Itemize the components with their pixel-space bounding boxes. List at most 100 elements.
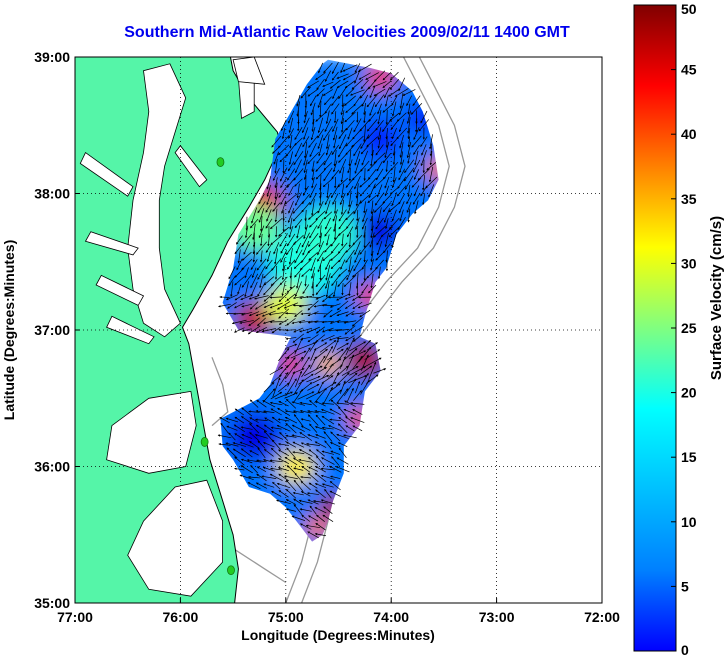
velocity-arrow — [254, 434, 268, 439]
velocity-arrow — [329, 418, 342, 422]
velocity-arrow — [311, 177, 315, 189]
velocity-arrow — [332, 118, 339, 132]
velocity-arrow — [285, 434, 297, 438]
velocity-arrow — [339, 356, 346, 370]
velocity-arrow — [240, 426, 253, 430]
velocity-arrow — [324, 273, 331, 289]
velocity-arrow — [311, 273, 315, 289]
velocity-arrow — [324, 243, 332, 253]
velocity-arrow — [370, 200, 374, 215]
velocity-arrow — [240, 465, 253, 474]
velocity-arrow — [360, 372, 369, 386]
velocity-arrow — [255, 482, 268, 489]
velocity-arrow — [330, 450, 341, 455]
velocity-arrow — [315, 522, 326, 531]
velocity-arrow — [332, 339, 339, 353]
velocity-arrow — [354, 249, 361, 263]
velocity-arrow — [350, 89, 365, 96]
velocity-arrow — [428, 166, 434, 183]
velocity-arrow — [344, 95, 357, 106]
velocity-arrow — [346, 226, 354, 238]
velocity-arrow — [385, 109, 389, 125]
velocity-arrow — [328, 389, 343, 402]
velocity-arrow — [336, 433, 349, 439]
velocity-arrow — [376, 241, 383, 256]
velocity-arrow — [274, 391, 293, 400]
velocity-arrow — [278, 442, 289, 446]
velocity-arrow — [225, 417, 239, 423]
velocity-arrow — [407, 184, 411, 198]
velocity-arrow — [308, 456, 319, 466]
velocity-arrow — [356, 225, 359, 239]
velocity-arrow — [368, 112, 376, 122]
velocity-arrow — [277, 301, 291, 310]
velocity-arrow — [269, 366, 284, 376]
velocity-arrow — [370, 258, 374, 271]
velocity-arrow — [313, 303, 328, 308]
velocity-arrow — [270, 467, 283, 471]
velocity-arrow — [270, 447, 282, 458]
velocity-arrow — [324, 488, 332, 499]
velocity-arrow — [345, 104, 355, 113]
velocity-arrow — [373, 88, 386, 97]
velocity-arrow — [284, 392, 298, 399]
velocity-arrow — [225, 294, 238, 301]
colorbar-tick-label: 15 — [681, 449, 697, 465]
velocity-arrow — [363, 102, 366, 116]
velocity-arrow — [322, 363, 334, 379]
x-axis-ticks: 77:00 76:00 75:00 74:00 73:00 72:00 — [57, 598, 620, 625]
velocity-arrow — [322, 81, 334, 87]
velocity-arrow — [350, 402, 365, 405]
velocity-arrow — [306, 375, 321, 383]
velocity-arrow — [256, 258, 267, 271]
velocity-arrow — [307, 320, 319, 324]
velocity-arrow — [352, 293, 363, 301]
velocity-arrow — [404, 175, 414, 190]
velocity-arrow — [301, 465, 311, 473]
radar-station-marker — [227, 565, 235, 576]
velocity-arrow — [359, 309, 371, 318]
velocity-arrow — [307, 414, 319, 426]
velocity-arrow — [276, 482, 291, 489]
velocity-arrow — [384, 87, 390, 99]
velocity-arrow — [244, 281, 249, 298]
velocity-arrow — [369, 87, 375, 99]
velocity-arrow — [249, 417, 259, 423]
velocity-arrow — [262, 400, 276, 408]
velocity-arrow — [230, 281, 234, 298]
velocity-arrow — [299, 327, 313, 333]
velocity-arrow — [285, 441, 297, 448]
velocity-arrow — [332, 86, 339, 100]
velocity-arrow — [290, 350, 307, 359]
velocity-arrow — [276, 425, 291, 432]
velocity-arrow — [299, 401, 312, 406]
velocity-arrow — [324, 440, 332, 449]
velocity-arrow — [314, 342, 328, 351]
velocity-arrow — [250, 281, 258, 297]
velocity-arrow — [300, 475, 312, 479]
velocity-arrow — [234, 416, 245, 424]
velocity-arrow — [396, 127, 408, 140]
velocity-arrow — [284, 193, 298, 205]
velocity-arrow — [301, 117, 310, 134]
velocity-arrow — [259, 215, 263, 232]
velocity-arrow — [241, 303, 252, 308]
velocity-arrow — [403, 167, 415, 182]
velocity-arrow — [263, 382, 275, 393]
velocity-arrow — [301, 347, 311, 362]
velocity-arrow — [293, 414, 303, 426]
velocity-arrow — [298, 449, 313, 457]
velocity-arrow — [384, 94, 389, 107]
velocity-arrow — [318, 192, 322, 206]
velocity-arrow — [414, 200, 419, 215]
velocity-arrow — [348, 256, 352, 273]
velocity-arrow — [367, 119, 378, 132]
velocity-arrow — [354, 241, 361, 256]
velocity-arrow — [309, 399, 318, 408]
velocity-arrow — [331, 144, 339, 156]
velocity-arrow — [342, 348, 358, 361]
velocity-arrow — [382, 194, 392, 204]
velocity-arrow — [399, 142, 404, 158]
velocity-arrow — [367, 194, 377, 203]
velocity-arrow — [355, 217, 360, 230]
